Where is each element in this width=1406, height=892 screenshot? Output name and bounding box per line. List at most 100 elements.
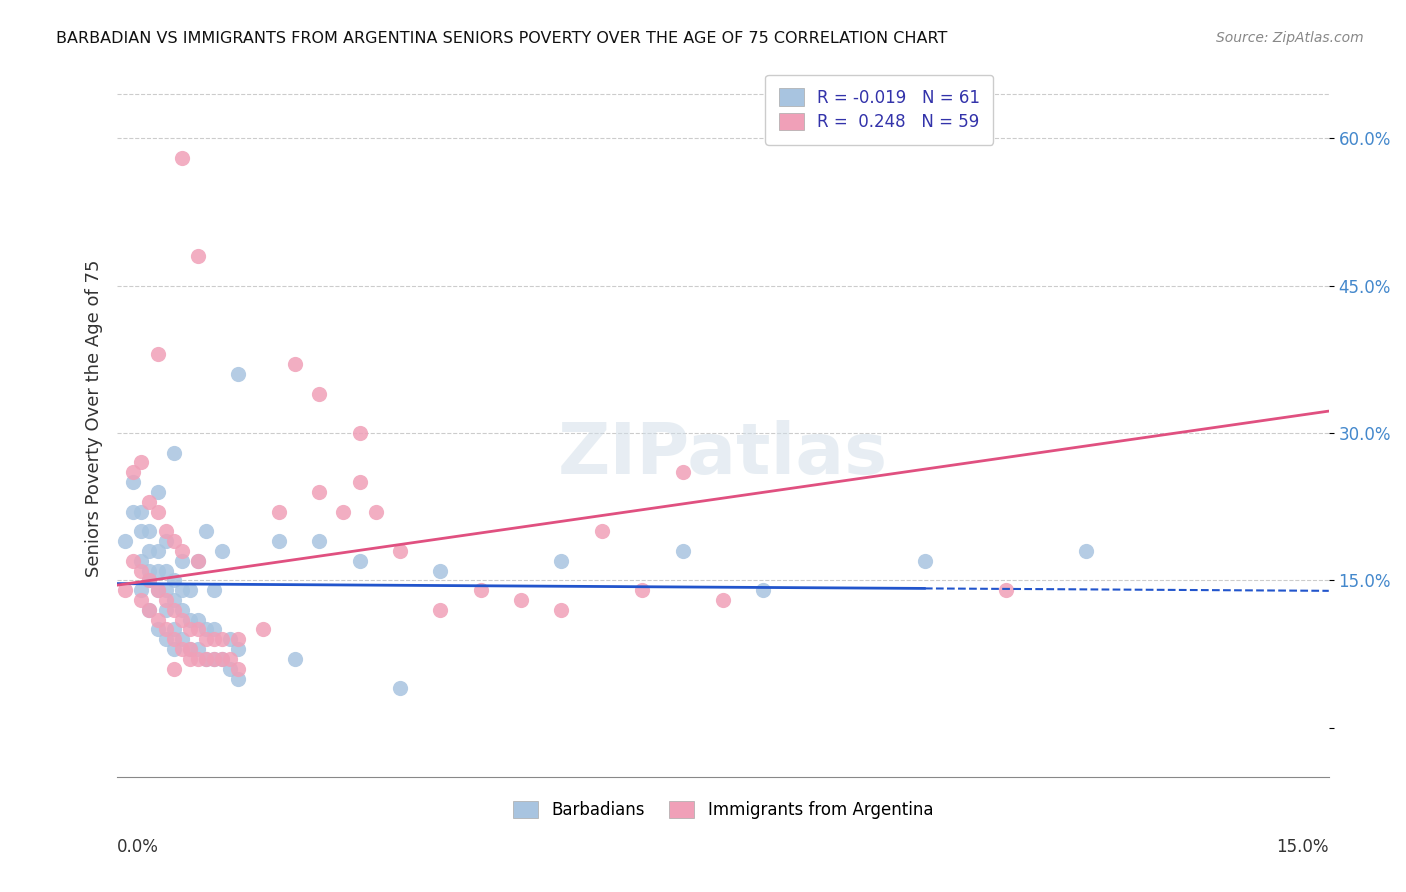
Point <box>228 632 250 647</box>
Point <box>163 662 186 676</box>
Point <box>146 623 169 637</box>
Point <box>131 455 153 469</box>
Point <box>146 347 169 361</box>
Legend: Barbadians, Immigrants from Argentina: Barbadians, Immigrants from Argentina <box>506 795 941 826</box>
Point <box>146 544 169 558</box>
Point <box>195 524 218 539</box>
Point <box>122 505 145 519</box>
Point <box>146 583 169 598</box>
Point <box>187 554 209 568</box>
Point <box>219 632 242 647</box>
Point <box>146 564 169 578</box>
Point <box>179 642 201 657</box>
Point <box>429 564 451 578</box>
Point <box>170 603 193 617</box>
Point <box>388 681 411 696</box>
Point <box>914 554 936 568</box>
Point <box>155 593 177 607</box>
Point <box>631 583 654 598</box>
Point <box>170 554 193 568</box>
Point <box>187 642 209 657</box>
Point <box>170 613 193 627</box>
Point <box>284 652 307 666</box>
Point <box>219 652 242 666</box>
Point <box>138 495 160 509</box>
Point <box>1076 544 1098 558</box>
Point <box>170 151 193 165</box>
Point <box>146 505 169 519</box>
Point <box>202 652 225 666</box>
Point <box>228 662 250 676</box>
Point <box>122 475 145 489</box>
Point <box>711 593 734 607</box>
Point <box>429 603 451 617</box>
Text: 15.0%: 15.0% <box>1277 838 1329 855</box>
Point <box>195 623 218 637</box>
Point <box>122 465 145 479</box>
Point <box>349 425 371 440</box>
Point <box>308 386 330 401</box>
Text: Source: ZipAtlas.com: Source: ZipAtlas.com <box>1216 31 1364 45</box>
Point <box>510 593 533 607</box>
Point <box>170 632 193 647</box>
Point <box>179 642 201 657</box>
Point <box>550 603 572 617</box>
Point <box>228 367 250 381</box>
Point <box>187 554 209 568</box>
Point <box>332 505 354 519</box>
Point <box>591 524 613 539</box>
Point <box>138 524 160 539</box>
Point <box>267 505 290 519</box>
Point <box>163 632 186 647</box>
Text: ZIPatlas: ZIPatlas <box>558 419 889 489</box>
Point <box>138 544 160 558</box>
Point <box>202 632 225 647</box>
Point <box>155 603 177 617</box>
Point <box>219 662 242 676</box>
Text: BARBADIAN VS IMMIGRANTS FROM ARGENTINA SENIORS POVERTY OVER THE AGE OF 75 CORREL: BARBADIAN VS IMMIGRANTS FROM ARGENTINA S… <box>56 31 948 46</box>
Point <box>187 613 209 627</box>
Point <box>131 593 153 607</box>
Point <box>163 642 186 657</box>
Point <box>170 583 193 598</box>
Point <box>202 623 225 637</box>
Point <box>146 583 169 598</box>
Point <box>308 534 330 549</box>
Point <box>252 623 274 637</box>
Point <box>550 554 572 568</box>
Point <box>195 652 218 666</box>
Point <box>211 652 233 666</box>
Point <box>138 564 160 578</box>
Point <box>155 583 177 598</box>
Point <box>228 642 250 657</box>
Point <box>146 484 169 499</box>
Point <box>994 583 1017 598</box>
Point <box>131 564 153 578</box>
Y-axis label: Seniors Poverty Over the Age of 75: Seniors Poverty Over the Age of 75 <box>86 260 103 577</box>
Point <box>179 652 201 666</box>
Point <box>138 603 160 617</box>
Point <box>155 524 177 539</box>
Point <box>349 554 371 568</box>
Point <box>179 613 201 627</box>
Point <box>155 632 177 647</box>
Point <box>671 465 693 479</box>
Point <box>187 652 209 666</box>
Point <box>155 564 177 578</box>
Point <box>163 534 186 549</box>
Point <box>155 534 177 549</box>
Point <box>671 544 693 558</box>
Point <box>163 593 186 607</box>
Point <box>388 544 411 558</box>
Point <box>179 623 201 637</box>
Point <box>349 475 371 489</box>
Point <box>146 613 169 627</box>
Point <box>163 445 186 459</box>
Point <box>155 623 177 637</box>
Point <box>163 603 186 617</box>
Point <box>267 534 290 549</box>
Point <box>211 544 233 558</box>
Point <box>122 554 145 568</box>
Point <box>179 583 201 598</box>
Point <box>195 632 218 647</box>
